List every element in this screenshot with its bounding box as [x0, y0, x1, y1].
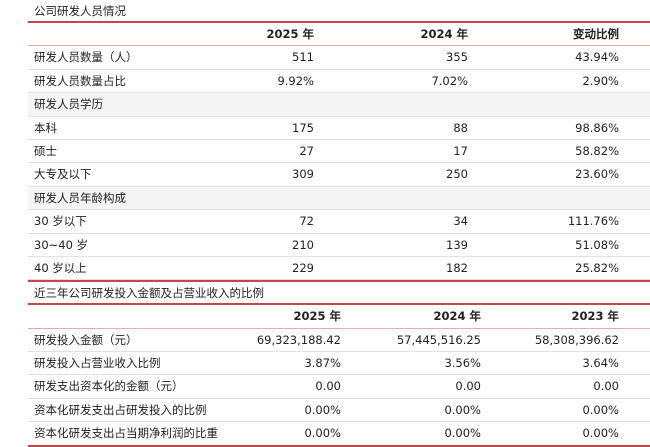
row-label: 研发人员数量（人） [34, 50, 138, 65]
table-row: 30 岁以下 72 34 111.76% [28, 210, 650, 234]
cell-value [468, 187, 619, 209]
cell-value: 0.00 [455, 379, 481, 394]
cell-value: 88 [453, 120, 468, 135]
cell-value: 0.00% [304, 402, 341, 417]
row-label: 30~40 岁 [34, 237, 89, 252]
cell-value: 3.87% [304, 356, 341, 371]
row-label: 资本化研发支出占研发投入的比例 [34, 402, 207, 417]
cell-value: 72 [299, 214, 314, 229]
cell-value: 250 [446, 167, 468, 182]
cell-value: 3.56% [444, 356, 481, 371]
header-cell: 2023 年 [571, 309, 619, 324]
cell-value: 2.90% [582, 73, 619, 88]
table-row: 40 岁以上 229 182 25.82% [28, 257, 650, 281]
row-label: 大专及以下 [34, 167, 92, 182]
row-label: 硕士 [34, 143, 57, 158]
header-cell: 变动比例 [573, 27, 619, 41]
cell-value: 139 [446, 237, 468, 252]
cell-value: 182 [446, 260, 468, 275]
table-row: 研发人员数量（人） 511 355 43.94% [28, 46, 650, 70]
cell-value: 175 [292, 120, 314, 135]
table-row: 研发投入占营业收入比例 3.87% 3.56% 3.64% [28, 352, 650, 376]
table-header: 2025 年 2024 年 2023 年 [28, 305, 650, 329]
cell-value: 309 [292, 167, 314, 182]
table-row: 大专及以下 309 250 23.60% [28, 163, 650, 187]
table-row: 本科 175 88 98.86% [28, 117, 650, 140]
cell-value [314, 93, 468, 115]
cell-value: 0.00% [304, 426, 341, 441]
cell-value: 17 [453, 143, 468, 158]
row-label: 研发投入占营业收入比例 [34, 356, 161, 371]
row-label: 研发支出资本化的金额（元） [34, 379, 184, 394]
cell-value: 210 [292, 237, 314, 252]
cell-value: 43.94% [575, 50, 619, 65]
table-header: 2025 年 2024 年 变动比例 [28, 23, 650, 47]
row-label: 研发人员学历 [34, 97, 103, 112]
table-row: 研发投入金额（元） 69,323,188.42 57,445,516.25 58,30… [28, 329, 650, 353]
cell-value: 7.02% [431, 73, 468, 88]
row-label: 研发人员年龄构成 [34, 190, 126, 205]
cell-value: 57,445,516.25 [396, 332, 481, 347]
cell-value: 27 [299, 143, 314, 158]
row-label: 资本化研发支出占当期净利润的比重 [34, 426, 218, 441]
table-row: 资本化研发支出占当期净利润的比重 0.00% 0.00% 0.00% [28, 422, 650, 447]
header-cell [28, 23, 234, 45]
cell-value: 69,323,188.42 [256, 332, 341, 347]
cell-value: 58,308,396.62 [534, 332, 619, 347]
rd-investment-table: 近三年公司研发投入金额及占营业收入的比例 2025 年 2024 年 2023 … [28, 280, 650, 447]
cell-value: 34 [453, 214, 468, 229]
cell-value: 355 [446, 50, 468, 65]
cell-value: 0.00% [582, 426, 619, 441]
table-title: 公司研发人员情况 [28, 0, 650, 23]
row-label: 40 岁以上 [34, 260, 87, 275]
section-row: 研发人员年龄构成 [28, 186, 650, 211]
cell-value: 0.00% [582, 402, 619, 417]
cell-value: 9.92% [277, 73, 314, 88]
table-row: 硕士 27 17 58.82% [28, 140, 650, 164]
table-row: 资本化研发支出占研发投入的比例 0.00% 0.00% 0.00% [28, 399, 650, 423]
cell-value: 25.82% [575, 260, 619, 275]
cell-value: 111.76% [567, 214, 619, 229]
header-cell: 2025 年 [266, 27, 314, 41]
cell-value [234, 93, 314, 115]
cell-value: 0.00% [444, 402, 481, 417]
cell-value [234, 187, 314, 209]
table-row: 30~40 岁 210 139 51.08% [28, 234, 650, 257]
header-cell: 2024 年 [433, 309, 481, 324]
cell-value: 23.60% [575, 167, 619, 182]
cell-value: 58.82% [575, 143, 619, 158]
cell-value: 0.00 [315, 379, 341, 394]
row-label: 本科 [34, 120, 57, 135]
cell-value: 0.00% [444, 426, 481, 441]
cell-value [468, 93, 619, 115]
cell-value: 229 [292, 260, 314, 275]
table-title: 近三年公司研发投入金额及占营业收入的比例 [28, 280, 650, 306]
section-row: 研发人员学历 [28, 93, 650, 117]
header-cell: 2024 年 [420, 27, 468, 41]
cell-value: 0.00 [593, 379, 619, 394]
cell-value: 51.08% [575, 237, 619, 252]
cell-value: 511 [292, 50, 314, 65]
row-label: 研发投入金额（元） [34, 332, 138, 347]
table-row: 研发人员数量占比 9.92% 7.02% 2.90% [28, 70, 650, 94]
cell-value: 98.86% [575, 120, 619, 135]
cell-value: 3.64% [582, 356, 619, 371]
row-label: 30 岁以下 [34, 214, 87, 229]
cell-value [314, 187, 468, 209]
header-cell [28, 305, 234, 327]
row-label: 研发人员数量占比 [34, 73, 126, 88]
header-cell: 2025 年 [293, 309, 341, 324]
rd-personnel-table: 公司研发人员情况 2025 年 2024 年 变动比例 研发人员数量（人） 511… [28, 0, 650, 281]
table-row: 研发支出资本化的金额（元） 0.00 0.00 0.00 [28, 375, 650, 399]
